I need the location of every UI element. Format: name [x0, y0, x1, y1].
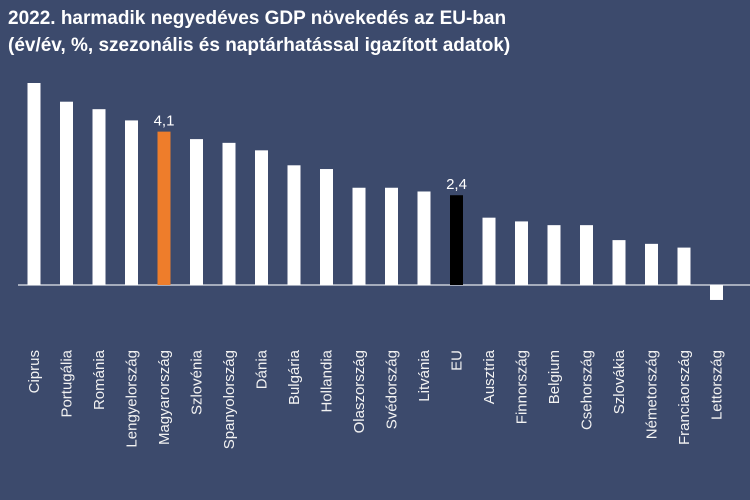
bar [222, 142, 236, 285]
x-tick-label: Ausztria [481, 349, 498, 404]
x-tick-label: Franciaország [676, 350, 693, 445]
bar [385, 187, 398, 285]
bar [92, 109, 106, 286]
bar [580, 225, 593, 285]
x-tick-label: Belgium [546, 350, 563, 404]
bar [60, 101, 73, 285]
x-tick-label: Litvánia [416, 349, 433, 401]
bar [547, 225, 561, 285]
x-tick-label: Olaszország [351, 350, 368, 433]
x-tick-label: Szlovénia [189, 349, 206, 415]
chart-title: 2022. harmadik negyedéves GDP növekedés … [8, 8, 506, 29]
bar [157, 131, 171, 285]
x-tick-label: Dánia [254, 349, 271, 389]
x-tick-label: EU [449, 350, 466, 371]
x-tick-label: Románia [91, 349, 108, 410]
chart-subtitle: (év/év, %, szezonális és naptárhatással … [8, 35, 510, 56]
x-tick-label: Finnország [514, 350, 531, 424]
bar [320, 169, 333, 285]
bar [255, 150, 268, 285]
x-tick-label: Lengyelország [124, 350, 141, 448]
x-tick-label: Hollandia [319, 349, 336, 412]
x-tick-label: Svédország [384, 350, 401, 429]
bar [677, 247, 691, 285]
x-tick-label: Magyarország [156, 350, 173, 445]
x-tick-label: Ciprus [26, 350, 43, 393]
bar [352, 187, 366, 285]
bar [710, 285, 723, 300]
bar [645, 243, 658, 285]
bar [612, 240, 626, 285]
bar [482, 217, 496, 285]
value-label: 4,1 [154, 113, 175, 130]
x-tick-label: Szlovákia [611, 349, 628, 414]
x-tick-label: Spanyolország [221, 350, 238, 449]
x-tick-label: Németország [644, 350, 661, 439]
x-tick-label: Lettország [709, 350, 726, 420]
bar [515, 221, 528, 285]
x-tick-label: Bulgária [286, 349, 303, 405]
bar [125, 120, 138, 285]
x-tick-label: Csehország [579, 350, 596, 430]
bar [450, 195, 463, 285]
bar [417, 191, 431, 285]
x-tick-label: Portugália [59, 349, 76, 417]
bar [27, 83, 41, 285]
value-label: 2,4 [446, 176, 467, 193]
bar [190, 139, 203, 285]
bar [287, 165, 301, 285]
